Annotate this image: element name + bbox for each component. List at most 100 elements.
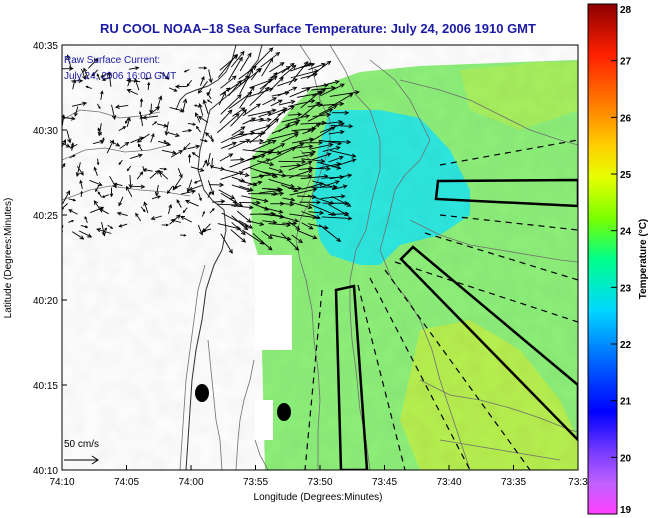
- current-vector: [288, 221, 301, 231]
- current-vector: [72, 78, 77, 90]
- current-vector: [187, 153, 192, 163]
- current-vector: [247, 87, 274, 98]
- current-vector: [144, 77, 152, 80]
- current-vector: [268, 109, 287, 126]
- current-vector: [229, 198, 244, 207]
- current-vector: [166, 185, 174, 195]
- x-axis: 74:10 74:05 74:00 73:55 73:50 73:45 73:40 73:35…: [49, 465, 588, 488]
- current-vector: [126, 117, 131, 127]
- current-vector: [136, 133, 150, 143]
- current-vector: [259, 150, 282, 156]
- current-vector: [278, 99, 296, 106]
- current-vector: [238, 65, 257, 80]
- current-vector: [242, 103, 262, 117]
- colorbar-tick-label: 21: [620, 397, 632, 408]
- colorbar-tick-label: 25: [620, 170, 632, 181]
- contour: [369, 59, 471, 470]
- current-vector: [152, 121, 158, 126]
- current-vector: [98, 208, 109, 215]
- current-vector: [191, 152, 200, 158]
- current-vector: [206, 92, 212, 100]
- current-vector: [197, 81, 208, 94]
- current-vector: [135, 212, 142, 222]
- current-vector: [119, 141, 130, 150]
- survey-line: [439, 139, 578, 166]
- current-vector: [332, 110, 350, 116]
- current-vector: [270, 99, 283, 107]
- y-axis-label: Latitude (Degrees:Minutes): [3, 198, 14, 319]
- current-vector: [182, 128, 193, 133]
- current-vector: [128, 66, 140, 71]
- current-vector: [118, 126, 127, 132]
- current-vector: [148, 106, 161, 116]
- current-vector: [318, 224, 342, 243]
- current-vector: [311, 85, 336, 91]
- current-vector: [239, 200, 261, 206]
- current-vector: [270, 76, 284, 90]
- x-tick-label: 73:3: [568, 477, 588, 488]
- current-vector: [309, 142, 334, 150]
- current-vector: [174, 184, 182, 189]
- current-vector: [164, 121, 169, 136]
- current-vector: [228, 79, 242, 97]
- current-vector: [159, 71, 170, 80]
- current-vector: [96, 158, 100, 166]
- contour: [62, 109, 161, 121]
- current-vector: [239, 85, 255, 109]
- current-vector: [332, 184, 348, 191]
- y-tick-label: 40:30: [33, 126, 58, 137]
- current-vector: [249, 86, 270, 106]
- current-vector: [269, 62, 285, 73]
- current-vector: [169, 107, 185, 113]
- current-vector: [102, 227, 108, 234]
- survey-line: [357, 284, 406, 470]
- current-vector: [126, 89, 139, 95]
- current-vector: [280, 64, 297, 79]
- current-vector: [118, 159, 123, 166]
- x-tick-label: 73:55: [243, 477, 268, 488]
- current-vector: [62, 190, 71, 204]
- current-vector: [301, 182, 325, 190]
- current-vector: [288, 112, 303, 117]
- current-vector: [301, 158, 326, 164]
- current-vector: [88, 57, 99, 69]
- current-vector: [258, 172, 277, 178]
- current-vector: [301, 211, 321, 220]
- current-vector: [301, 222, 314, 230]
- current-vector: [140, 206, 146, 213]
- current-vector: [187, 122, 197, 126]
- current-vector: [69, 154, 76, 159]
- current-vector: [287, 99, 316, 107]
- current-vector: [252, 203, 270, 211]
- current-vector: [186, 79, 192, 87]
- current-vector: [76, 165, 84, 176]
- current-vector: [280, 184, 299, 192]
- current-vector: [288, 61, 309, 86]
- current-vector: [207, 191, 212, 198]
- current-vector: [222, 168, 250, 177]
- current-vector: [258, 117, 272, 123]
- land-gap: [255, 400, 273, 440]
- current-vector: [201, 228, 212, 233]
- current-vector: [66, 130, 72, 144]
- survey-line: [424, 232, 578, 281]
- current-vector: [239, 185, 254, 192]
- current-vector: [85, 85, 92, 90]
- current-vector: [236, 210, 252, 223]
- current-vector: [182, 207, 188, 214]
- current-vector: [100, 72, 110, 78]
- current-vector: [218, 189, 236, 199]
- current-vector: [97, 103, 101, 110]
- current-vector: [134, 77, 140, 91]
- colorbar-tick-label: 19: [620, 505, 632, 516]
- current-vector: [154, 184, 160, 197]
- current-vector: [97, 191, 102, 198]
- current-vector: [116, 211, 128, 216]
- current-vector: [229, 155, 258, 168]
- current-vector: [281, 221, 298, 226]
- current-vector: [319, 180, 340, 188]
- colorbar-tick-label: 27: [620, 57, 632, 68]
- current-vector: [217, 53, 238, 78]
- current-vector: [277, 214, 300, 223]
- buoy-marker: [195, 384, 209, 402]
